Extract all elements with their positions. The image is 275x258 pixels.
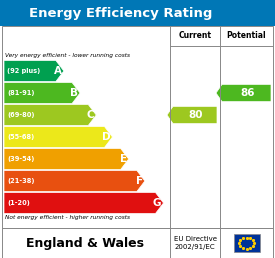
Text: (1-20): (1-20) <box>7 200 30 206</box>
Bar <box>2 228 273 258</box>
Text: E: E <box>120 154 127 164</box>
Text: 2002/91/EC: 2002/91/EC <box>175 244 215 250</box>
Text: D: D <box>102 132 111 142</box>
Text: (21-38): (21-38) <box>7 178 34 184</box>
Text: Energy Efficiency Rating: Energy Efficiency Rating <box>29 6 213 20</box>
Text: (92 plus): (92 plus) <box>7 68 40 74</box>
Text: Not energy efficient - higher running costs: Not energy efficient - higher running co… <box>5 215 130 220</box>
Text: F: F <box>136 176 143 186</box>
Text: Current: Current <box>178 31 211 41</box>
Text: England & Wales: England & Wales <box>26 237 144 249</box>
Text: B: B <box>70 88 78 98</box>
Polygon shape <box>4 171 145 191</box>
Text: G: G <box>153 198 161 208</box>
Bar <box>2 26 273 228</box>
Text: EU Directive: EU Directive <box>174 236 216 242</box>
Polygon shape <box>216 84 271 102</box>
Text: (69-80): (69-80) <box>7 112 34 118</box>
Text: C: C <box>87 110 94 120</box>
Polygon shape <box>4 149 129 170</box>
Polygon shape <box>4 83 80 103</box>
Text: A: A <box>54 66 62 76</box>
Text: (39-54): (39-54) <box>7 156 34 162</box>
Bar <box>233 234 260 252</box>
Polygon shape <box>4 192 163 214</box>
Text: Very energy efficient - lower running costs: Very energy efficient - lower running co… <box>5 53 130 58</box>
Polygon shape <box>4 126 112 148</box>
Polygon shape <box>4 104 96 125</box>
Text: (81-91): (81-91) <box>7 90 34 96</box>
Text: 86: 86 <box>240 88 255 98</box>
Text: (55-68): (55-68) <box>7 134 34 140</box>
Text: 80: 80 <box>189 110 203 120</box>
Polygon shape <box>4 60 64 82</box>
Bar <box>0 0 275 26</box>
Text: Potential: Potential <box>227 31 266 41</box>
Polygon shape <box>167 106 217 124</box>
